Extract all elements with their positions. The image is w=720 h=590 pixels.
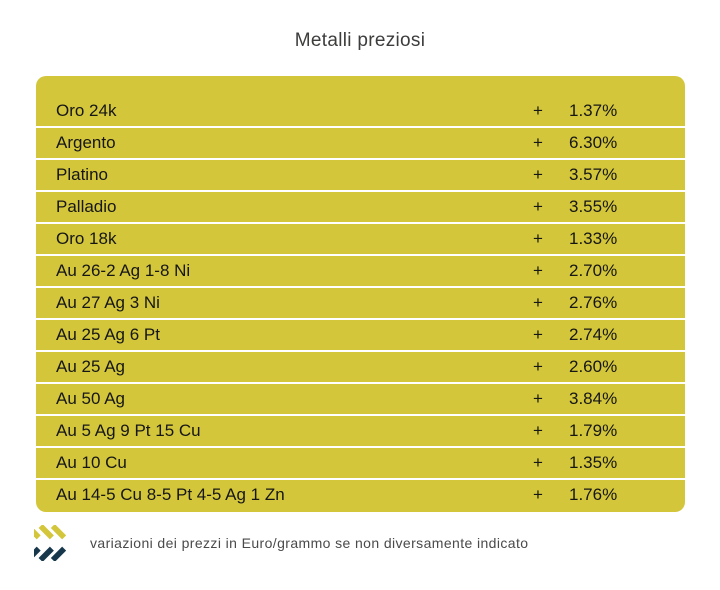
table-row[interactable]: Au 25 Ag 6 Pt + 2.74% — [36, 320, 685, 352]
change-sign: + — [533, 197, 543, 216]
metal-name: Oro 24k — [56, 101, 117, 120]
metal-name: Au 27 Ag 3 Ni — [56, 293, 160, 312]
change-value: 2.74% — [569, 325, 618, 344]
change-value: 1.37% — [569, 101, 618, 120]
metal-name: Au 50 Ag — [56, 389, 126, 408]
double-chevron-right-icon — [34, 525, 66, 561]
change-sign: + — [533, 293, 543, 312]
table-row[interactable]: Oro 24k + 1.37% — [36, 96, 685, 128]
metal-name: Oro 18k — [56, 229, 117, 248]
table-row[interactable]: Palladio + 3.55% — [36, 192, 685, 224]
metal-name: Platino — [56, 165, 108, 184]
table-row[interactable]: Platino + 3.57% — [36, 160, 685, 192]
change-sign: + — [533, 485, 543, 504]
change-sign: + — [533, 261, 543, 280]
metal-name: Argento — [56, 133, 116, 152]
change-value: 3.55% — [569, 197, 618, 216]
change-value: 2.70% — [569, 261, 618, 280]
change-value: 6.30% — [569, 133, 618, 152]
table-row[interactable]: Au 10 Cu + 1.35% — [36, 448, 685, 480]
footer-note: variazioni dei prezzi in Euro/grammo se … — [34, 525, 528, 561]
change-sign: + — [533, 421, 543, 440]
change-sign: + — [533, 389, 543, 408]
change-value: 3.84% — [569, 389, 618, 408]
change-value: 1.33% — [569, 229, 618, 248]
change-value: 3.57% — [569, 165, 618, 184]
table-row[interactable]: Au 14-5 Cu 8-5 Pt 4-5 Ag 1 Zn + 1.76% — [36, 480, 685, 510]
change-sign: + — [533, 165, 543, 184]
change-sign: + — [533, 133, 543, 152]
table-row[interactable]: Au 27 Ag 3 Ni + 2.76% — [36, 288, 685, 320]
table-row[interactable]: Au 5 Ag 9 Pt 15 Cu + 1.79% — [36, 416, 685, 448]
metal-name: Au 10 Cu — [56, 453, 127, 472]
change-value: 1.76% — [569, 485, 618, 504]
metal-name: Palladio — [56, 197, 117, 216]
table-row[interactable]: Au 26-2 Ag 1-8 Ni + 2.70% — [36, 256, 685, 288]
metals-price-table: Oro 24k + 1.37% Argento + 6.30% Platino … — [36, 76, 685, 512]
change-value: 1.35% — [569, 453, 618, 472]
metal-name: Au 14-5 Cu 8-5 Pt 4-5 Ag 1 Zn — [56, 485, 285, 504]
change-sign: + — [533, 453, 543, 472]
change-sign: + — [533, 357, 543, 376]
metal-name: Au 5 Ag 9 Pt 15 Cu — [56, 421, 201, 440]
table-row[interactable]: Oro 18k + 1.33% — [36, 224, 685, 256]
change-sign: + — [533, 325, 543, 344]
page-title: Metalli preziosi — [294, 30, 426, 51]
change-sign: + — [533, 101, 543, 120]
table-row[interactable]: Au 25 Ag + 2.60% — [36, 352, 685, 384]
metal-name: Au 25 Ag — [56, 357, 126, 376]
change-value: 2.60% — [569, 357, 618, 376]
footer-note-text: variazioni dei prezzi in Euro/grammo se … — [90, 535, 529, 551]
change-sign: + — [533, 229, 543, 248]
change-value: 1.79% — [569, 421, 618, 440]
table-row[interactable]: Au 50 Ag + 3.84% — [36, 384, 685, 416]
table-row[interactable]: Argento + 6.30% — [36, 128, 685, 160]
change-value: 2.76% — [569, 293, 618, 312]
metal-name: Au 25 Ag 6 Pt — [56, 325, 160, 344]
metal-name: Au 26-2 Ag 1-8 Ni — [56, 261, 191, 280]
